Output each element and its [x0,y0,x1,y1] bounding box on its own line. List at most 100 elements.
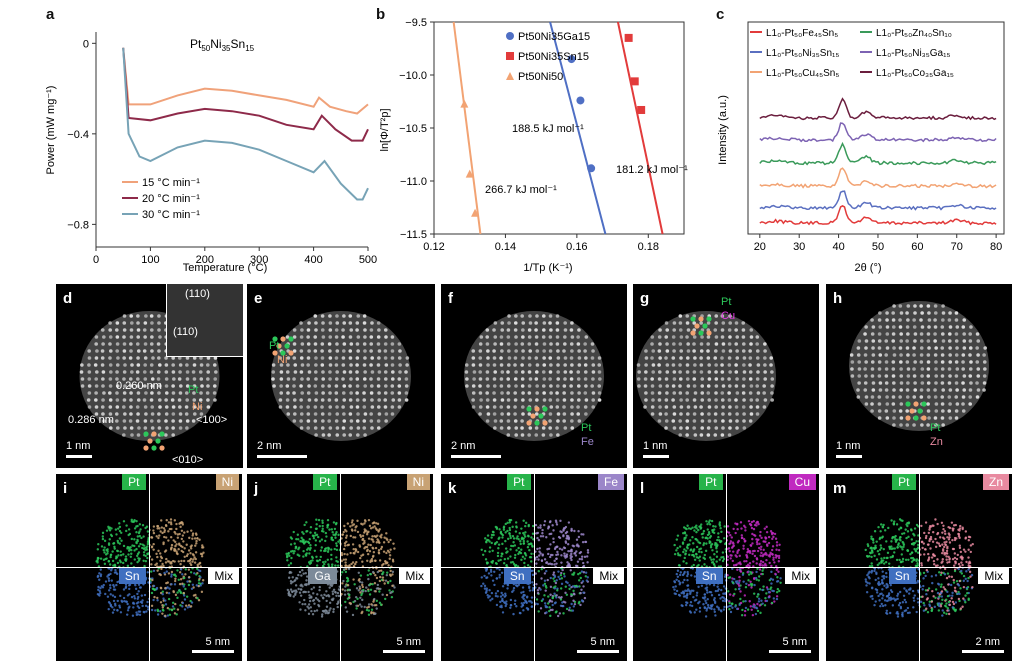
atom-column [321,384,325,388]
eds-dot [705,542,708,545]
eds-dot [194,573,197,576]
atom-column [714,377,719,381]
atom-column [534,426,539,430]
atom-column [905,346,910,350]
atom-column [122,342,127,346]
atom-column [534,328,538,332]
atom-column [706,342,710,346]
atom-column [906,318,910,322]
atom-column [955,388,959,392]
atom-column [672,321,677,325]
atom-column [665,391,669,395]
element-label: Zn [930,436,943,448]
atom-column [926,367,931,371]
atom-column [493,335,498,339]
eds-dot [561,604,564,608]
eds-dot [150,536,153,539]
eds-dot [115,583,118,587]
atom-column [892,416,896,420]
element-label: <010> [172,454,204,466]
eds-dot [369,588,372,592]
eds-dot [180,537,183,541]
eds-dot [143,564,146,567]
eds-dot [383,597,386,601]
eds-dot [485,587,488,590]
atom-column [637,384,641,388]
eds-dot [325,594,328,598]
atom-column [123,426,127,430]
atom-column [968,395,973,399]
atom-column [735,377,739,381]
eds-dot [108,602,112,605]
atom-column [478,356,483,360]
eds-dot [294,593,297,596]
eds-dot [340,582,344,585]
atom-column [300,363,305,367]
eds-dot [706,528,709,531]
eds-dot [510,544,513,548]
atom-column [643,384,648,388]
atom-column [700,398,705,402]
atom-column [397,377,402,381]
atom-column [643,405,647,409]
atom-column [742,356,747,360]
atom-column [527,412,532,416]
eds-dot [585,579,588,582]
eds-dot [552,571,555,574]
eds-dot [111,550,114,553]
atom-column [514,370,518,374]
atom-column [327,398,332,402]
eds-dot [181,534,184,537]
eds-dot [491,597,494,601]
atom-column [128,377,133,381]
atom-column [122,377,126,381]
eds-dot [160,612,164,615]
atom-column [122,405,126,409]
atom-column [692,349,696,353]
eds-dot [158,552,161,555]
atom-column [658,342,662,346]
atom-column [492,377,497,381]
atom-column [150,384,155,388]
eds-dot [110,527,113,530]
atom-column [892,388,896,392]
atom-column [748,370,753,374]
atom-column [912,374,917,378]
atom-column [699,370,704,374]
atom-column [975,346,979,350]
eds-dot [175,591,179,594]
eds-dot [323,549,326,553]
eds-dot [306,605,309,608]
eds-dot [136,560,139,564]
eds-dot [340,537,343,540]
atom-column [678,377,683,381]
atom-column [341,405,345,409]
eds-dot [691,550,695,553]
atom-column [535,384,539,388]
atom-column [513,405,517,409]
eds-dot [200,590,203,594]
eds-dot [182,594,185,597]
atom-column [158,405,162,409]
eds-dot [171,601,174,604]
eds-dot [130,562,133,565]
atom-column [948,346,952,350]
eds-dot [520,527,523,530]
atom-column [678,370,682,374]
atom-column [514,314,518,318]
atom-column [898,409,903,413]
atom-column [149,398,154,402]
atom-column [884,409,889,413]
eds-dot [676,552,680,555]
eds-dot [537,570,540,573]
eds-dot [336,560,340,564]
eds-dot [483,584,487,588]
atom-column [334,419,339,423]
eds-dot [538,524,542,527]
atom-column [321,321,325,325]
panel-a-label: a [46,6,55,23]
atom-column [121,433,126,437]
eds-dot [579,533,583,536]
eds-dot [534,572,537,575]
atom-column [108,377,113,381]
